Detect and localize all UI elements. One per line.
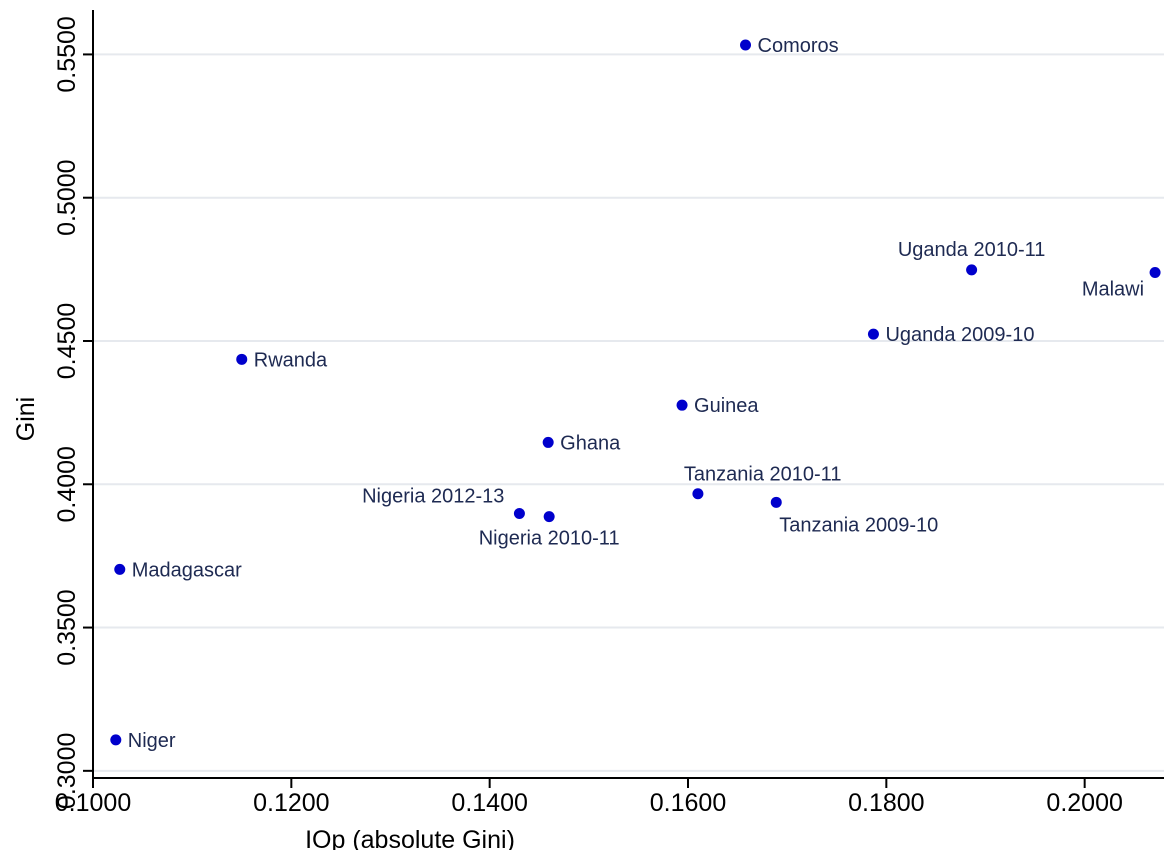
data-point: [543, 511, 555, 523]
data-point-label: Nigeria 2012-13: [362, 485, 504, 507]
data-point: [692, 488, 704, 500]
data-point: [770, 496, 782, 508]
data-point: [114, 563, 126, 575]
data-point-label: Guinea: [694, 395, 759, 417]
data-point-label: Uganda 2010-11: [898, 239, 1046, 261]
data-point: [676, 399, 688, 411]
y-tick-label: 0.4000: [53, 446, 81, 522]
data-point: [1149, 266, 1161, 278]
data-point-label: Niger: [128, 730, 176, 752]
x-tick-label: 0.1200: [253, 789, 329, 817]
data-point: [740, 39, 752, 51]
x-tick-label: 0.1000: [55, 789, 131, 817]
data-point-label: Rwanda: [254, 349, 328, 371]
y-axis-label: Gini: [12, 397, 40, 441]
y-tick-label: 0.3000: [53, 733, 81, 809]
x-tick-label: 0.1600: [650, 789, 726, 817]
y-tick-label: 0.5500: [53, 16, 81, 92]
data-point: [542, 436, 554, 448]
y-tick-label: 0.3500: [53, 589, 81, 665]
points-layer: Comoros Uganda 2010-11 Malawi Uganda 2009-1…: [110, 35, 1161, 752]
x-tick-label: 0.1800: [848, 789, 924, 817]
data-point-label: Madagascar: [132, 559, 242, 581]
data-point: [513, 507, 525, 519]
data-point-label: Nigeria 2010-11: [479, 528, 620, 550]
x-tick-label: 0.1400: [451, 789, 527, 817]
data-point-label: Tanzania 2010-11: [684, 464, 842, 486]
y-tick-label: 0.4500: [53, 303, 81, 379]
data-point-label: Ghana: [560, 432, 621, 454]
data-point-label: Tanzania 2009-10: [779, 514, 938, 536]
data-point: [966, 264, 978, 276]
x-axis-label: IOp (absolute Gini): [305, 826, 515, 850]
axis-layer: 0.3000 0.3500 0.4000 0.4500 0.5000 0.5500 0.10…: [53, 10, 1164, 817]
y-tick-label: 0.5000: [53, 159, 81, 235]
x-tick-label: 0.2000: [1046, 789, 1122, 817]
data-point: [110, 734, 122, 746]
data-point: [867, 328, 879, 340]
data-point-label: Comoros: [758, 35, 839, 57]
data-point: [236, 353, 248, 365]
data-point-label: Uganda 2009-10: [885, 324, 1034, 346]
data-point-label: Malawi: [1082, 278, 1144, 300]
grid-layer: [93, 53, 1164, 772]
